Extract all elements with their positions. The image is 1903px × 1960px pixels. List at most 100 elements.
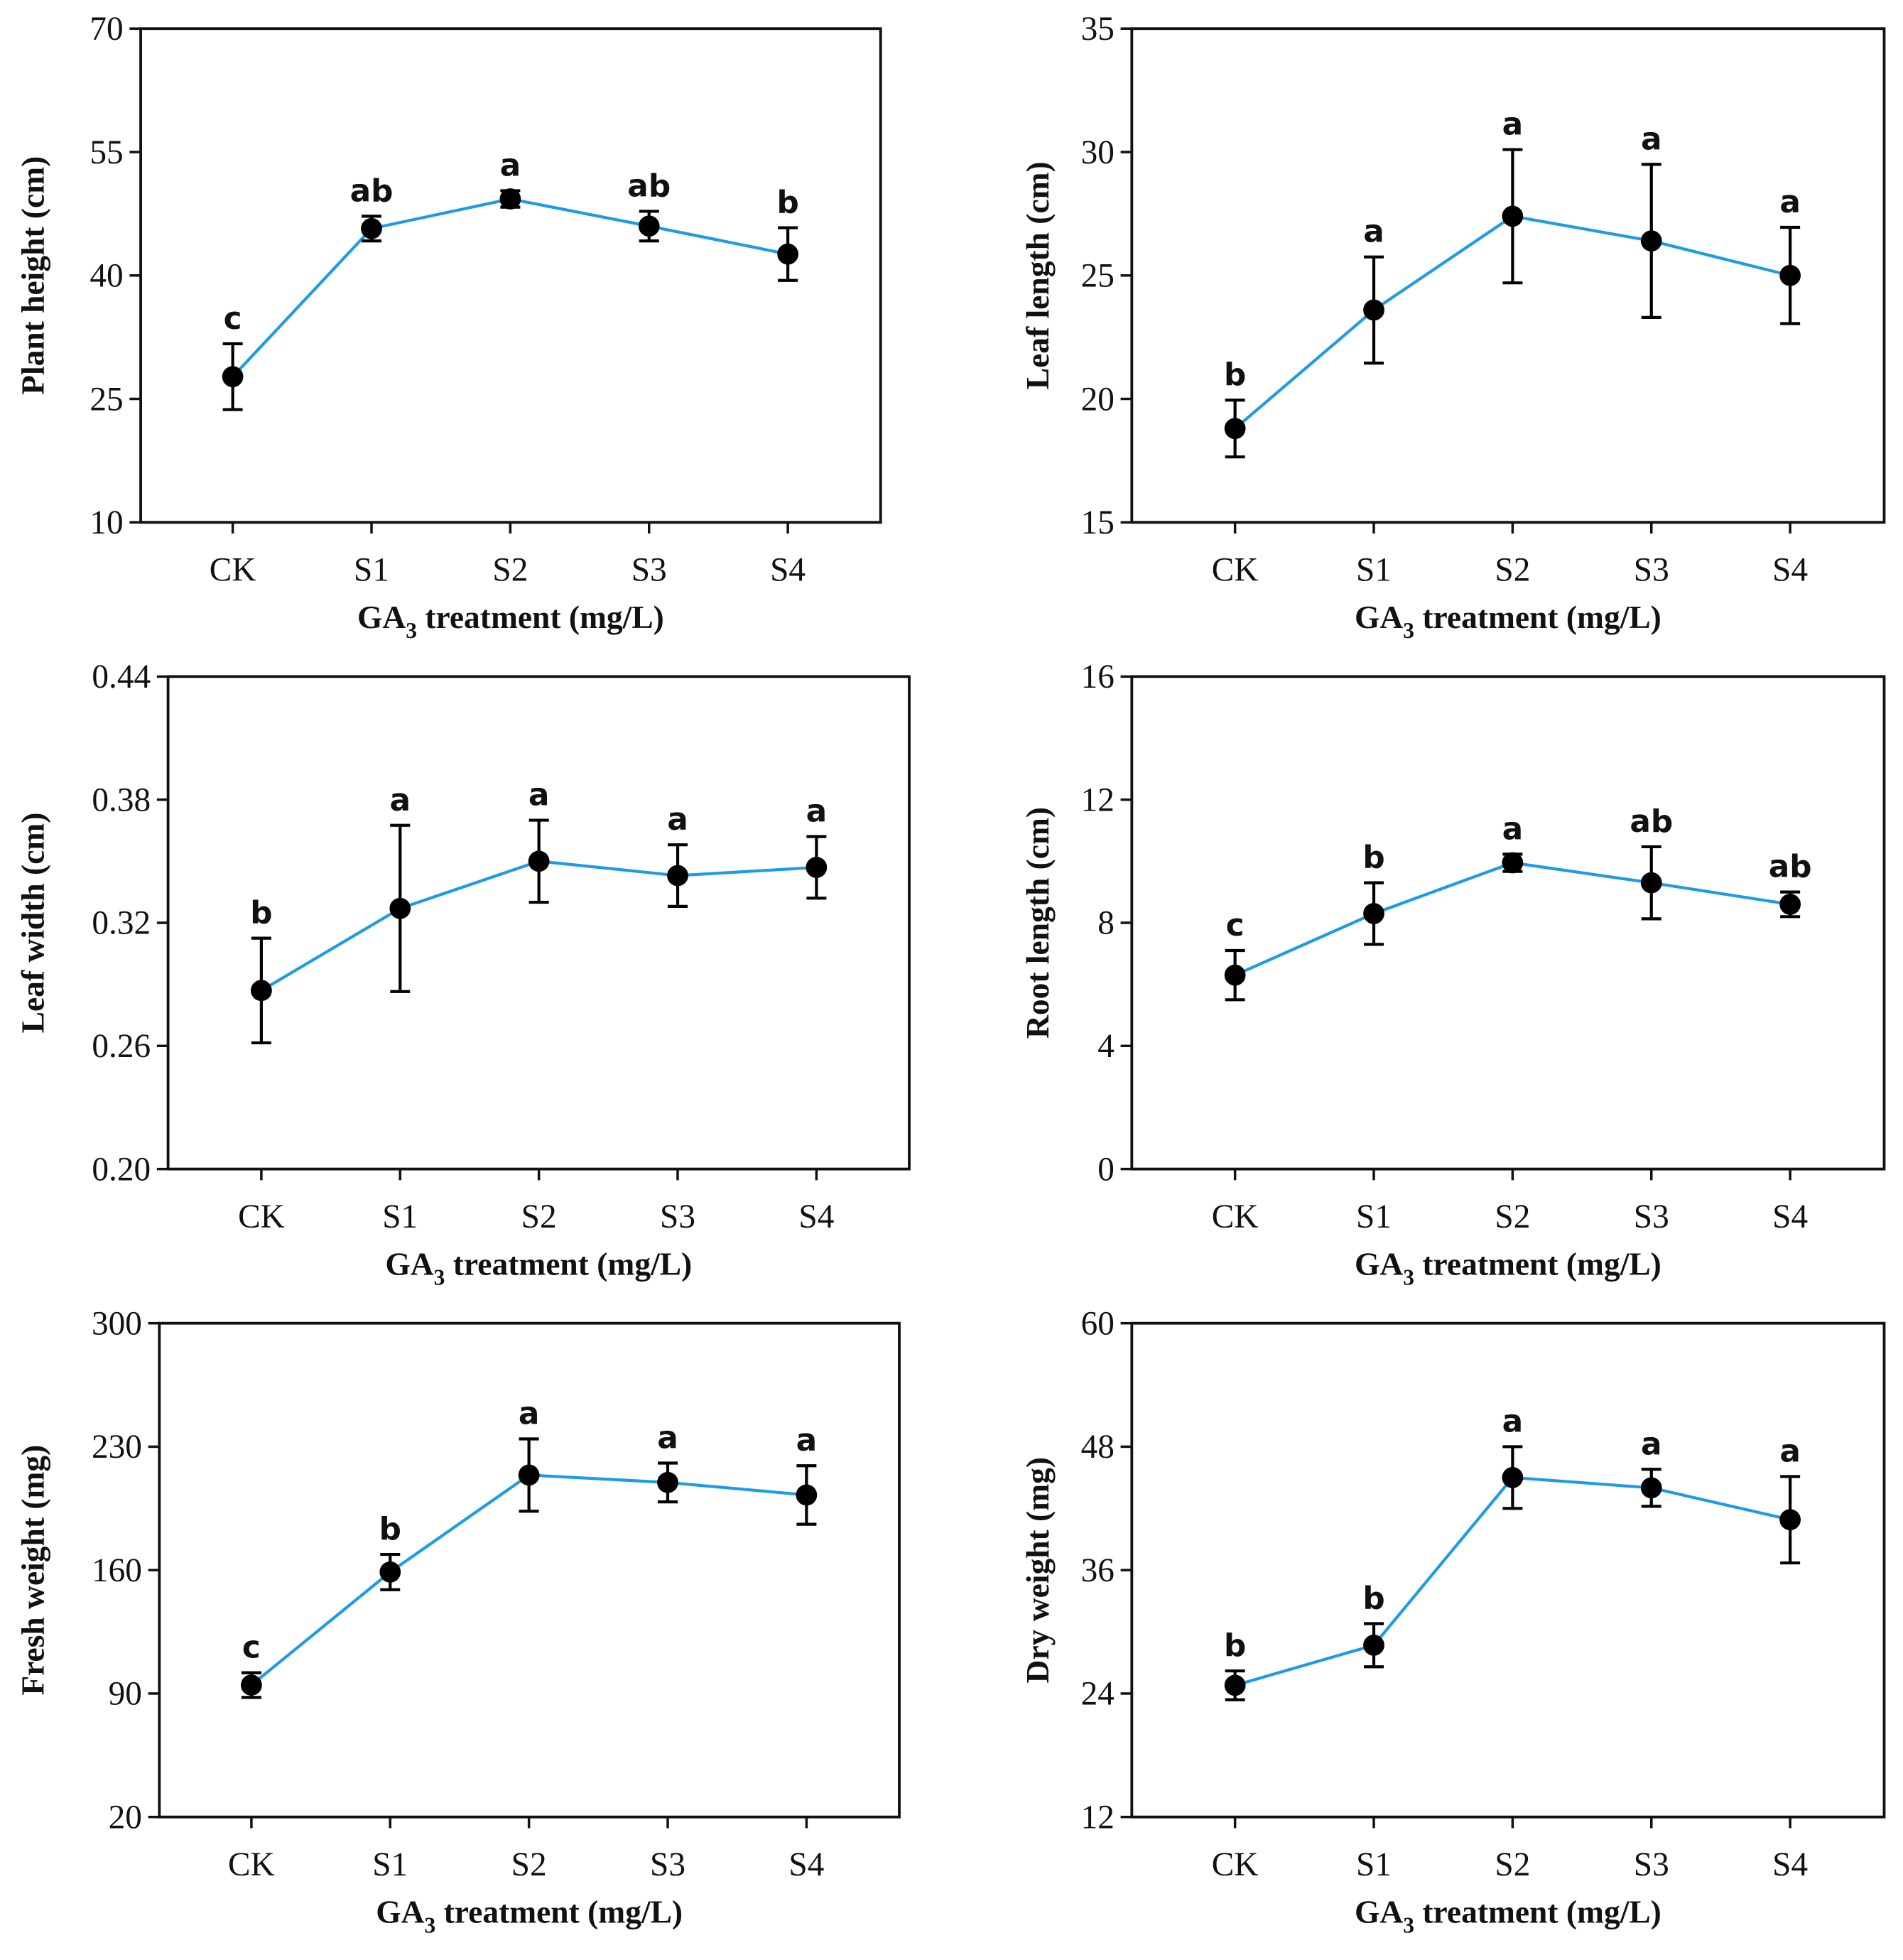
y-tick-label: 35 <box>1081 11 1115 48</box>
plot-frame <box>1130 675 1886 1171</box>
significance-letter: c <box>224 301 242 337</box>
data-point <box>1224 1674 1246 1696</box>
data-point <box>1224 964 1246 986</box>
significance-letter: a <box>528 777 550 813</box>
significance-letter: a <box>1363 214 1384 250</box>
data-point <box>1779 264 1801 286</box>
significance-letter: a <box>1779 1433 1801 1469</box>
x-tick-label: S1 <box>1356 1198 1392 1235</box>
significance-letter: a <box>500 147 521 183</box>
y-tick-label: 230 <box>92 1429 142 1466</box>
x-tick-label: S3 <box>631 552 667 589</box>
x-tick-label: S2 <box>1495 1846 1530 1883</box>
y-tick-label: 4 <box>1097 1028 1115 1065</box>
y-tick-label: 12 <box>1081 781 1115 818</box>
data-point <box>1363 1634 1384 1656</box>
significance-letter: a <box>806 794 828 830</box>
x-axis-label-main: GA <box>376 1893 424 1929</box>
y-tick-label: 8 <box>1097 905 1115 942</box>
y-tick-label: 90 <box>109 1676 142 1713</box>
data-point <box>1779 894 1801 915</box>
y-axis-label: Root length (cm) <box>1019 807 1056 1039</box>
x-axis-label-main: GA <box>1355 599 1403 635</box>
data-point <box>251 980 272 1002</box>
y-tick-label: 0.44 <box>92 659 151 695</box>
significance-letter: b <box>250 895 272 931</box>
x-axis-label: GA3 treatment (mg/L) <box>376 1893 683 1937</box>
x-axis-label-rest: treatment (mg/L) <box>1414 1893 1661 1929</box>
x-axis-label-subscript: 3 <box>1403 1912 1414 1937</box>
plot-frame <box>1130 27 1886 524</box>
y-tick-label: 300 <box>92 1305 142 1342</box>
data-point <box>1640 1477 1662 1499</box>
x-tick-label: S2 <box>1495 1198 1530 1235</box>
x-tick-label: CK <box>1212 552 1259 589</box>
data-point <box>1640 872 1662 894</box>
x-axis-label-rest: treatment (mg/L) <box>1414 599 1661 635</box>
data-point <box>518 1464 540 1486</box>
x-tick-label: S4 <box>1772 1198 1808 1235</box>
significance-letter: a <box>657 1420 678 1456</box>
x-axis-label: GA3 treatment (mg/L) <box>1355 1245 1661 1289</box>
data-point <box>1363 903 1384 924</box>
y-tick-label: 25 <box>1081 258 1115 295</box>
y-tick-label: 55 <box>90 134 123 171</box>
data-point <box>499 188 521 210</box>
significance-letter: a <box>796 1422 818 1458</box>
x-tick-label: S1 <box>382 1198 418 1235</box>
x-tick-label: S1 <box>1356 1846 1392 1883</box>
chart-panel-3: 0.20 0.26 0.32 0.38 0.44 CK S1 S2 S3 S4 GA3 treatm… <box>15 659 911 1289</box>
plot-frame <box>166 675 911 1171</box>
significance-letter: c <box>1226 907 1245 943</box>
x-axis-label-subscript: 3 <box>424 1912 435 1937</box>
significance-letter: a <box>1779 184 1801 220</box>
y-axis-label: Dry weight (mg) <box>1019 1457 1056 1683</box>
data-point <box>1502 205 1524 227</box>
data-point <box>1502 852 1524 874</box>
plot-frame <box>1130 1321 1886 1819</box>
x-tick-label: CK <box>228 1846 275 1883</box>
y-axis-label: Fresh weight (mg) <box>15 1445 51 1696</box>
significance-letter: b <box>1224 1628 1246 1664</box>
x-tick-label: S2 <box>521 1198 557 1235</box>
x-tick-label: S3 <box>1634 552 1669 589</box>
y-tick-label: 0.20 <box>92 1151 151 1188</box>
x-tick-label: S4 <box>798 1198 834 1235</box>
x-axis-label-main: GA <box>357 599 406 635</box>
y-tick-label: 48 <box>1081 1429 1115 1466</box>
x-tick-label: S4 <box>788 1846 824 1883</box>
x-axis-label-main: GA <box>1355 1245 1403 1282</box>
data-point <box>379 1561 401 1583</box>
x-tick-label: CK <box>210 552 256 589</box>
data-point <box>528 850 550 872</box>
x-axis-label-main: GA <box>385 1245 433 1282</box>
x-tick-label: CK <box>1212 1198 1259 1235</box>
x-axis-label-rest: treatment (mg/L) <box>417 599 664 635</box>
x-axis-label-rest: treatment (mg/L) <box>1414 1245 1661 1282</box>
data-point <box>667 865 688 887</box>
x-tick-label: S3 <box>1634 1846 1669 1883</box>
x-tick-label: S4 <box>1772 552 1808 589</box>
x-axis-label-subscript: 3 <box>434 1265 445 1289</box>
y-tick-label: 0 <box>1097 1151 1115 1188</box>
y-tick-label: 60 <box>1081 1305 1115 1342</box>
y-tick-label: 16 <box>1081 659 1115 695</box>
data-point <box>796 1484 818 1506</box>
y-axis-label: Leaf length (cm) <box>1019 161 1056 389</box>
significance-letter: a <box>1502 107 1524 143</box>
significance-letter: a <box>1502 811 1524 847</box>
plot-frame <box>139 27 882 524</box>
y-tick-label: 40 <box>90 258 123 295</box>
x-tick-label: S2 <box>1495 552 1530 589</box>
significance-letter: a <box>390 782 411 818</box>
y-tick-label: 20 <box>109 1799 142 1836</box>
x-tick-label: CK <box>1212 1846 1259 1883</box>
x-axis-label-rest: treatment (mg/L) <box>435 1893 683 1929</box>
y-tick-label: 30 <box>1081 134 1115 171</box>
significance-letter: ab <box>1769 849 1812 885</box>
data-point <box>222 366 244 388</box>
x-axis-label: GA3 treatment (mg/L) <box>1355 1893 1661 1937</box>
data-point <box>389 897 411 919</box>
significance-letter: b <box>1362 1580 1384 1616</box>
y-tick-label: 10 <box>90 504 123 541</box>
